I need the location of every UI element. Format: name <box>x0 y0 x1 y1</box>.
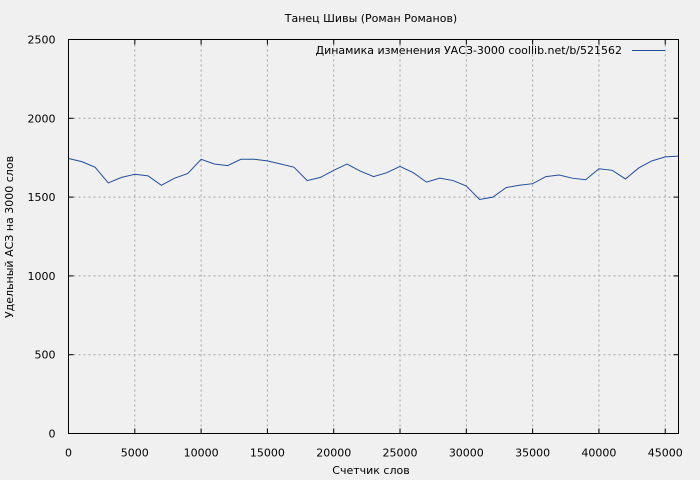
x-tick-label: 15000 <box>250 447 285 460</box>
x-tick-label: 40000 <box>581 447 616 460</box>
legend-label: Динамика изменения УАСЗ-3000 coollib.net… <box>316 44 623 57</box>
x-tick-label: 35000 <box>515 447 550 460</box>
x-tick-label: 0 <box>65 447 72 460</box>
y-tick-label: 1000 <box>28 270 56 283</box>
series-line <box>68 155 679 200</box>
x-tick-label: 45000 <box>648 447 683 460</box>
y-tick-label: 2500 <box>28 34 56 47</box>
x-tick-label: 25000 <box>383 447 418 460</box>
y-tick-label: 1500 <box>28 191 56 204</box>
plot-frame <box>68 39 679 434</box>
y-tick-label: 0 <box>49 428 56 441</box>
x-tick-label: 20000 <box>316 447 351 460</box>
y-tick-label: 500 <box>35 349 56 362</box>
ticks: 0 5000 10000 15000 20000 25000 30000 35000 40000… <box>28 34 683 460</box>
series-layer <box>68 155 679 200</box>
y-tick-label: 2000 <box>28 112 56 125</box>
x-axis-label: Счетчик слов <box>332 464 409 477</box>
x-tick-label: 10000 <box>184 447 219 460</box>
x-tick-label: 30000 <box>449 447 484 460</box>
x-tick-label: 5000 <box>121 447 149 460</box>
chart-title: Танец Шивы (Роман Романов) <box>284 12 457 25</box>
y-axis-label: Удельный АСЗ на 3000 слов <box>3 156 16 318</box>
grid <box>68 39 679 434</box>
legend: Динамика изменения УАСЗ-3000 coollib.net… <box>316 44 665 57</box>
